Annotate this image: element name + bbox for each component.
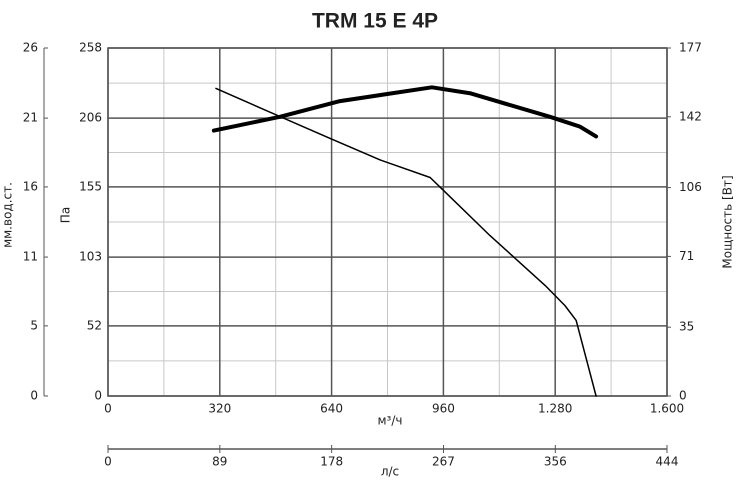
y2-axis-label: Мощность [Вт] <box>721 175 735 268</box>
y-tick-label: 103 <box>79 250 102 264</box>
y-tick-label: 155 <box>79 179 102 193</box>
x-tick-label: 640 <box>320 402 343 416</box>
x-tick-label: 1.600 <box>650 402 684 416</box>
y-axis-label: Па <box>59 207 73 223</box>
y3-tick-label: 21 <box>23 111 38 125</box>
x2-axis-label: л/с <box>381 465 399 479</box>
x-tick-label: 1.280 <box>538 402 572 416</box>
x-tick-label: 320 <box>208 402 231 416</box>
y3-tick-label: 5 <box>30 318 38 332</box>
x2-tick-label: 267 <box>432 455 455 469</box>
y-tick-label: 0 <box>94 389 102 403</box>
y2-tick-label: 71 <box>679 249 694 263</box>
x2-tick-label: 444 <box>656 455 679 469</box>
plot-frame <box>107 47 668 397</box>
chart-title: TRM 15 E 4P <box>312 10 438 33</box>
data-line <box>215 87 597 397</box>
y2-tick-label: 142 <box>679 109 702 123</box>
x2-tick-label: 0 <box>104 455 112 469</box>
y3-tick-label: 11 <box>23 250 38 264</box>
y2-tick-label: 0 <box>679 389 687 403</box>
y2-tick-label: 35 <box>679 320 694 334</box>
x2-tick-label: 178 <box>320 455 343 469</box>
data-line <box>211 85 599 139</box>
y3-tick-label: 0 <box>30 389 38 403</box>
x2-tick-label: 356 <box>544 455 567 469</box>
y-tick-label: 206 <box>79 111 102 125</box>
x2-tick-label: 89 <box>212 455 227 469</box>
x-tick-label: 0 <box>104 402 112 416</box>
y-tick-label: 52 <box>87 318 102 332</box>
y3-axis-label: мм.вод.ст. <box>1 182 15 248</box>
y2-tick-label: 106 <box>679 180 702 194</box>
y-tick-label: 258 <box>79 41 102 55</box>
y3-tick-label: 26 <box>23 41 38 55</box>
x-tick-label: 960 <box>432 402 455 416</box>
x-axis-label: м³/ч <box>378 414 403 428</box>
y3-tick-label: 16 <box>23 179 38 193</box>
y2-tick-label: 177 <box>679 41 702 55</box>
